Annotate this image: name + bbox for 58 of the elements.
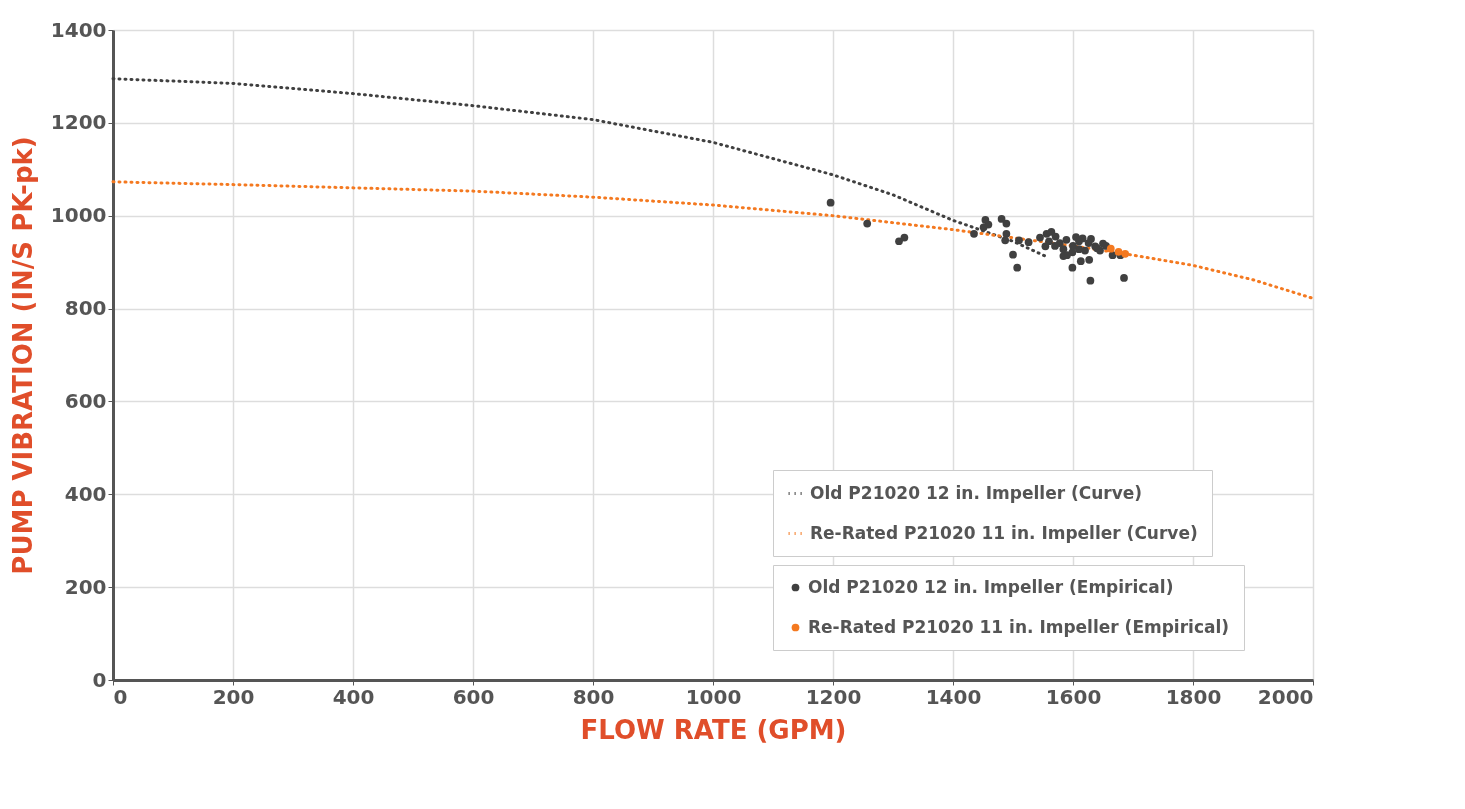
x-tick-label: 600 <box>452 684 495 709</box>
y-tick-label: 800 <box>64 296 107 321</box>
point <box>979 223 988 232</box>
point <box>1002 229 1011 238</box>
y-tick-label: 400 <box>64 481 107 506</box>
point <box>1013 263 1022 272</box>
point <box>1121 249 1130 258</box>
y-tick-label: 1200 <box>50 110 107 135</box>
point <box>895 237 903 246</box>
point <box>900 233 909 242</box>
point <box>1024 238 1033 247</box>
x-tick-label: 1400 <box>925 684 982 709</box>
line-series <box>111 180 1315 300</box>
point <box>1085 255 1094 264</box>
point <box>997 215 1006 223</box>
point <box>1081 246 1089 255</box>
point <box>826 198 835 207</box>
y-axis-title: PUMP VIBRATION (IN/S PK-pk) <box>7 136 38 575</box>
point <box>1062 235 1071 244</box>
legend-label: Old P21020 12 in. Impeller (Curve) <box>810 482 1143 503</box>
y-tick-label: 0 <box>92 667 107 692</box>
point <box>1114 248 1123 256</box>
point <box>1120 274 1128 282</box>
point <box>1087 235 1095 243</box>
point <box>1076 257 1085 266</box>
point <box>1051 232 1060 241</box>
x-tick-label: 800 <box>572 684 615 709</box>
x-tick-label: 200 <box>212 684 255 709</box>
x-tick-label: 1000 <box>685 684 742 709</box>
point <box>1059 245 1068 254</box>
point <box>1051 242 1059 250</box>
x-tick-label: 400 <box>332 684 375 709</box>
point <box>970 229 978 238</box>
legend-label: Old P21020 12 in. Impeller (Empirical) <box>808 576 1174 597</box>
point <box>1086 276 1095 285</box>
y-tick-label: 1400 <box>50 17 107 42</box>
point <box>1106 244 1115 253</box>
point <box>1015 236 1023 245</box>
legend-label: Re-Rated P21020 11 in. Impeller (Empirical) <box>808 616 1230 637</box>
point <box>1001 236 1010 245</box>
x-tick-label: 0 <box>113 684 128 709</box>
point <box>1047 228 1056 236</box>
point <box>863 219 872 228</box>
y-tick-label: 1000 <box>50 203 107 228</box>
y-tick-label: 600 <box>64 388 107 413</box>
x-tick-label: 1600 <box>1045 684 1102 709</box>
x-axis-title: FLOW RATE (GPM) <box>580 714 847 745</box>
x-tick-label: 2000 <box>1257 684 1314 709</box>
point <box>1036 233 1044 242</box>
point <box>1045 237 1053 246</box>
point <box>1069 242 1077 250</box>
legend-label: Re-Rated P21020 11 in. Impeller (Curve) <box>810 522 1198 543</box>
x-tick-label: 1800 <box>1165 684 1222 709</box>
y-tick-label: 200 <box>64 574 107 599</box>
point <box>1009 250 1017 259</box>
x-tick-label: 1200 <box>805 684 862 709</box>
point <box>1068 263 1077 272</box>
point <box>1002 219 1011 228</box>
